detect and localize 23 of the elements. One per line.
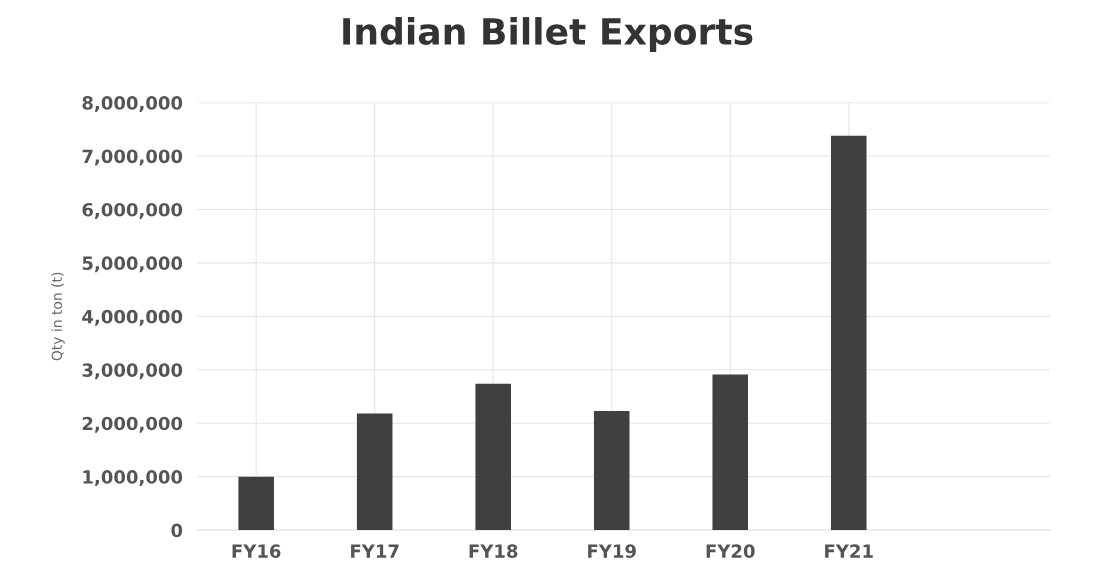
y-tick-label: 2,000,000	[82, 416, 183, 433]
bar	[475, 383, 511, 531]
bar	[238, 476, 274, 531]
y-tick-label: 6,000,000	[82, 202, 183, 219]
x-tick-label: FY16	[232, 544, 281, 558]
x-tick-label: FY18	[469, 544, 518, 558]
chart-title: Indian Billet Exports	[343, 17, 753, 53]
y-tick-label: 4,000,000	[82, 309, 183, 326]
y-tick-label: 7,000,000	[82, 149, 183, 166]
y-tick-label: 5,000,000	[82, 256, 183, 273]
x-tick-label: FY21	[825, 544, 873, 558]
x-tick-label: FY20	[706, 544, 755, 558]
y-tick-label: 0	[171, 523, 183, 538]
bar	[356, 413, 393, 531]
x-tick-label: FY19	[588, 544, 636, 558]
y-tick-label: 8,000,000	[82, 96, 183, 113]
y-axis-title: Qty in ton (t)	[51, 272, 65, 361]
bar	[712, 374, 749, 531]
y-tick-label: 1,000,000	[83, 470, 183, 487]
bar	[593, 410, 630, 531]
bar	[830, 135, 867, 531]
x-tick-label: FY17	[351, 544, 399, 558]
y-tick-label: 3,000,000	[82, 363, 183, 380]
